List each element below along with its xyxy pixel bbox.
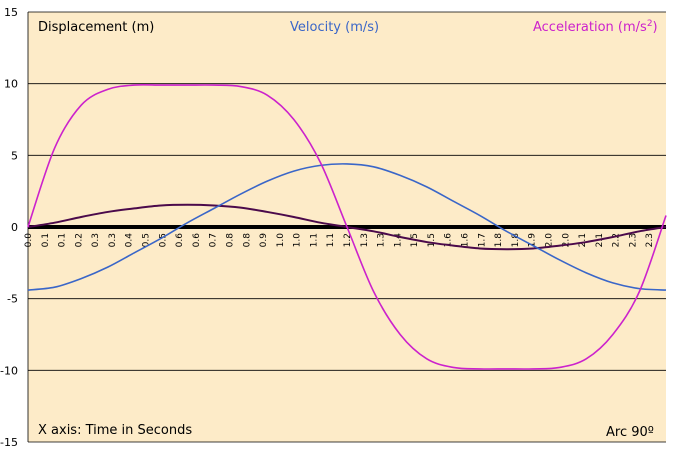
y-tick-label: -5 <box>7 293 18 306</box>
x-tick-label: 2.0 <box>544 233 554 248</box>
y-tick-label: 5 <box>11 149 18 162</box>
velocity-line <box>27 163 667 291</box>
legend-acceleration-main: Acceleration (m/s <box>533 20 647 35</box>
series-lines <box>27 83 667 370</box>
x-tick-label: 1.7 <box>477 233 487 247</box>
legend-velocity: Velocity (m/s) <box>290 20 379 35</box>
acceleration-line <box>27 83 667 370</box>
x-tick-label: 1.8 <box>494 233 504 248</box>
y-tick-label: 15 <box>4 6 18 19</box>
legend-acceleration-sup: 2 <box>647 19 653 29</box>
y-axis-ticks: -15 -10 -5 0 5 10 15 <box>0 6 18 449</box>
x-tick-label: 1.5 <box>427 233 437 247</box>
x-tick-label: 0.0 <box>24 233 34 248</box>
x-tick-label: 1.0 <box>276 233 286 248</box>
x-tick-label: 0.6 <box>192 233 202 248</box>
legend-acceleration-end: ) <box>653 20 658 35</box>
x-tick-label: 1.3 <box>377 233 387 247</box>
arc-note: Arc 90º <box>606 425 654 440</box>
x-tick-label: 2.3 <box>628 233 638 247</box>
x-axis-note: X axis: Time in Seconds <box>38 423 192 438</box>
y-tick-label: 0 <box>11 221 18 234</box>
x-tick-label: 2.2 <box>612 233 622 247</box>
y-tick-label: -15 <box>0 436 18 449</box>
x-tick-label: 0.8 <box>242 233 252 248</box>
x-tick-label: 1.3 <box>360 233 370 247</box>
x-tick-label: 0.1 <box>41 233 51 247</box>
x-tick-label: 2.0 <box>561 233 571 248</box>
x-tick-label: 1.6 <box>461 233 471 248</box>
x-tick-label: 0.7 <box>209 233 219 247</box>
x-tick-label: 0.9 <box>259 233 269 248</box>
legend-displacement: Displacement (m) <box>38 20 154 35</box>
y-tick-label: -10 <box>0 364 18 377</box>
x-tick-label: 1.2 <box>343 233 353 247</box>
x-tick-label: 1.0 <box>293 233 303 248</box>
x-tick-label: 0.8 <box>225 233 235 248</box>
legend-acceleration: Acceleration (m/s2) <box>533 19 658 35</box>
x-tick-label: 2.3 <box>645 233 655 247</box>
x-tick-label: 0.2 <box>74 233 84 247</box>
x-tick-label: 0.5 <box>142 233 152 247</box>
x-tick-label: 1.8 <box>511 233 521 248</box>
x-tick-label: 0.3 <box>108 233 118 247</box>
grid-lines <box>27 11 666 443</box>
x-tick-label: 0.3 <box>91 233 101 247</box>
x-tick-label: 1.6 <box>444 233 454 248</box>
x-tick-label: 0.4 <box>125 233 135 248</box>
x-tick-label: 1.9 <box>528 233 538 248</box>
x-tick-label: 2.1 <box>578 233 588 247</box>
x-tick-label: 0.1 <box>58 233 68 247</box>
x-tick-label: 1.1 <box>326 233 336 247</box>
x-tick-label: 1.4 <box>393 233 403 248</box>
y-tick-label: 10 <box>4 78 18 91</box>
x-tick-label: 0.5 <box>158 233 168 247</box>
x-tick-label: 1.1 <box>309 233 319 247</box>
x-tick-label: 0.6 <box>175 233 185 248</box>
x-axis-ticks: 0.0 0.1 0.1 0.2 0.3 0.3 0.4 0.5 0.5 0.6 0.6 0.7 0.8 0… <box>24 233 655 248</box>
